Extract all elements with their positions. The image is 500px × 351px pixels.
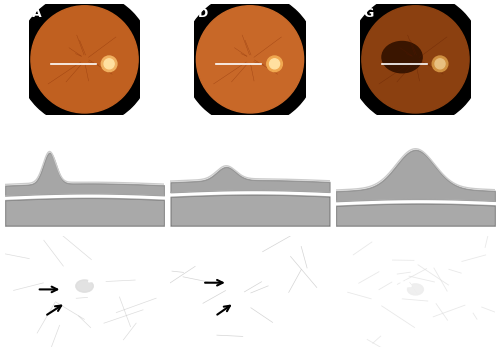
Circle shape — [104, 59, 114, 69]
Circle shape — [362, 6, 469, 113]
Text: B: B — [10, 123, 20, 136]
Circle shape — [31, 6, 138, 113]
Circle shape — [196, 6, 304, 113]
Circle shape — [348, 0, 482, 126]
Circle shape — [183, 0, 317, 126]
Circle shape — [267, 56, 282, 72]
Text: G: G — [363, 7, 373, 20]
Circle shape — [432, 56, 448, 72]
Circle shape — [270, 59, 280, 69]
Text: H: H — [340, 123, 351, 136]
Text: F: F — [175, 239, 184, 252]
Circle shape — [76, 280, 94, 292]
Text: C: C — [10, 239, 19, 252]
Circle shape — [18, 0, 152, 126]
Circle shape — [435, 59, 445, 69]
Circle shape — [102, 56, 117, 72]
Circle shape — [408, 284, 424, 295]
Text: I: I — [340, 239, 345, 252]
Text: A: A — [32, 7, 42, 20]
Text: E: E — [175, 123, 184, 136]
Ellipse shape — [382, 41, 422, 73]
Text: D: D — [198, 7, 208, 20]
